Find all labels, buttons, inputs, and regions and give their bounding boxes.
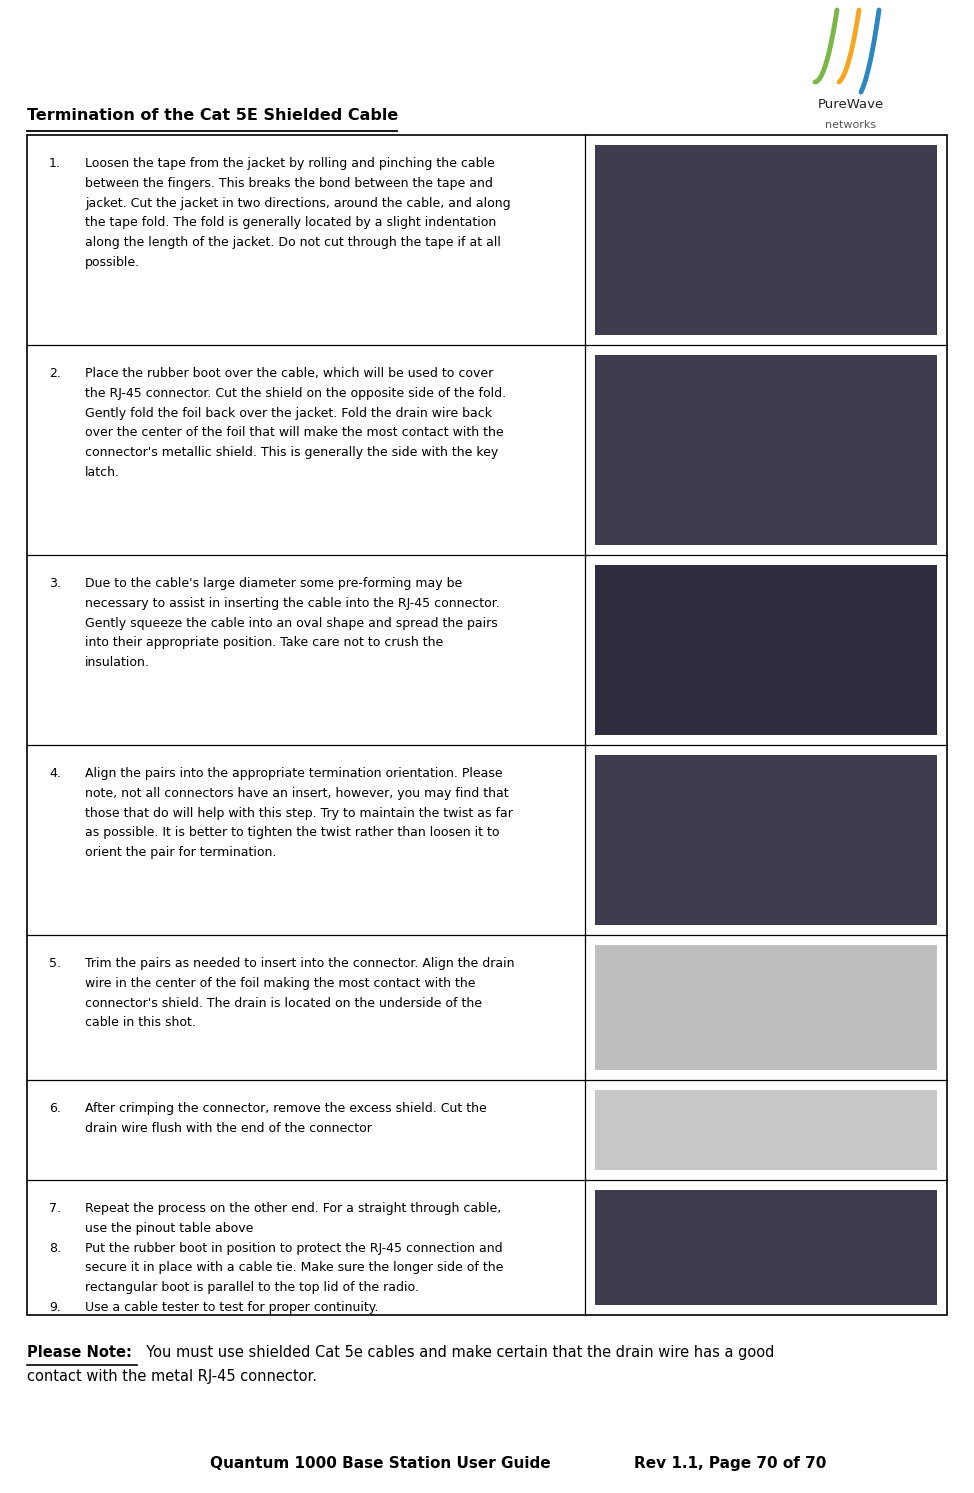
Text: Align the pairs into the appropriate termination orientation. Please: Align the pairs into the appropriate ter… (85, 767, 503, 779)
Text: secure it in place with a cable tie. Make sure the longer side of the: secure it in place with a cable tie. Mak… (85, 1262, 504, 1275)
Text: jacket. Cut the jacket in two directions, around the cable, and along: jacket. Cut the jacket in two directions… (85, 197, 510, 209)
Text: the tape fold. The fold is generally located by a slight indentation: the tape fold. The fold is generally loc… (85, 216, 496, 230)
Text: After crimping the connector, remove the excess shield. Cut the: After crimping the connector, remove the… (85, 1102, 487, 1115)
Text: Due to the cable's large diameter some pre-forming may be: Due to the cable's large diameter some p… (85, 576, 463, 590)
Text: drain wire flush with the end of the connector: drain wire flush with the end of the con… (85, 1121, 372, 1135)
Text: 8.: 8. (49, 1242, 61, 1254)
Bar (595, 755, 937, 926)
Text: wire in the center of the foil making the most contact with the: wire in the center of the foil making th… (85, 976, 475, 990)
Text: contact with the metal RJ-45 connector.: contact with the metal RJ-45 connector. (27, 1369, 317, 1384)
Text: 7.: 7. (49, 1202, 61, 1215)
Text: 5.: 5. (49, 957, 61, 970)
Text: note, not all connectors have an insert, however, you may find that: note, not all connectors have an insert,… (85, 787, 508, 800)
Bar (595, 564, 937, 735)
Text: 6.: 6. (49, 1102, 60, 1115)
Text: connector's metallic shield. This is generally the side with the key: connector's metallic shield. This is gen… (85, 446, 499, 460)
Text: 2.: 2. (49, 367, 60, 381)
Text: cable in this shot.: cable in this shot. (85, 1017, 196, 1029)
Text: Loosen the tape from the jacket by rolling and pinching the cable: Loosen the tape from the jacket by rolli… (85, 157, 495, 170)
Text: over the center of the foil that will make the most contact with the: over the center of the foil that will ma… (85, 427, 504, 439)
Bar (595, 1090, 937, 1171)
Text: along the length of the jacket. Do not cut through the tape if at all: along the length of the jacket. Do not c… (85, 236, 501, 249)
Bar (595, 145, 937, 334)
Text: possible.: possible. (85, 255, 140, 269)
Text: use the pinout table above: use the pinout table above (85, 1221, 253, 1235)
Text: latch.: latch. (85, 466, 120, 479)
Text: insulation.: insulation. (85, 657, 150, 669)
Text: Repeat the process on the other end. For a straight through cable,: Repeat the process on the other end. For… (85, 1202, 502, 1215)
Bar (595, 355, 937, 545)
Text: Gently fold the foil back over the jacket. Fold the drain wire back: Gently fold the foil back over the jacke… (85, 406, 492, 420)
Text: necessary to assist in inserting the cable into the RJ-45 connector.: necessary to assist in inserting the cab… (85, 597, 500, 609)
Text: those that do will help with this step. Try to maintain the twist as far: those that do will help with this step. … (85, 806, 513, 820)
Text: connector's shield. The drain is located on the underside of the: connector's shield. The drain is located… (85, 997, 482, 1009)
Text: orient the pair for termination.: orient the pair for termination. (85, 847, 277, 858)
Text: Gently squeeze the cable into an oval shape and spread the pairs: Gently squeeze the cable into an oval sh… (85, 617, 498, 630)
Text: the RJ-45 connector. Cut the shield on the opposite side of the fold.: the RJ-45 connector. Cut the shield on t… (85, 387, 506, 400)
Text: Termination of the Cat 5E Shielded Cable: Termination of the Cat 5E Shielded Cable (27, 107, 398, 122)
Bar (595, 945, 937, 1070)
Text: Rev 1.1, Page 70 of 70: Rev 1.1, Page 70 of 70 (634, 1456, 826, 1471)
Text: 1.: 1. (49, 157, 60, 170)
Text: Please Note:: Please Note: (27, 1345, 131, 1360)
Bar (595, 1190, 937, 1305)
Text: Use a cable tester to test for proper continuity.: Use a cable tester to test for proper co… (85, 1300, 378, 1314)
Text: Place the rubber boot over the cable, which will be used to cover: Place the rubber boot over the cable, wh… (85, 367, 493, 381)
Text: as possible. It is better to tighten the twist rather than loosen it to: as possible. It is better to tighten the… (85, 827, 500, 839)
Bar (27, 134, 947, 1315)
Text: 9.: 9. (49, 1300, 60, 1314)
Text: between the fingers. This breaks the bond between the tape and: between the fingers. This breaks the bon… (85, 176, 493, 190)
Text: networks: networks (825, 119, 877, 130)
Text: into their appropriate position. Take care not to crush the: into their appropriate position. Take ca… (85, 636, 443, 649)
Text: 4.: 4. (49, 767, 60, 779)
Text: Put the rubber boot in position to protect the RJ-45 connection and: Put the rubber boot in position to prote… (85, 1242, 503, 1254)
Text: Trim the pairs as needed to insert into the connector. Align the drain: Trim the pairs as needed to insert into … (85, 957, 514, 970)
Text: You must use shielded Cat 5e cables and make certain that the drain wire has a g: You must use shielded Cat 5e cables and … (137, 1345, 774, 1360)
Text: PureWave: PureWave (818, 99, 884, 110)
Text: Quantum 1000 Base Station User Guide: Quantum 1000 Base Station User Guide (209, 1456, 550, 1471)
Text: 3.: 3. (49, 576, 60, 590)
Text: rectangular boot is parallel to the top lid of the radio.: rectangular boot is parallel to the top … (85, 1281, 419, 1294)
